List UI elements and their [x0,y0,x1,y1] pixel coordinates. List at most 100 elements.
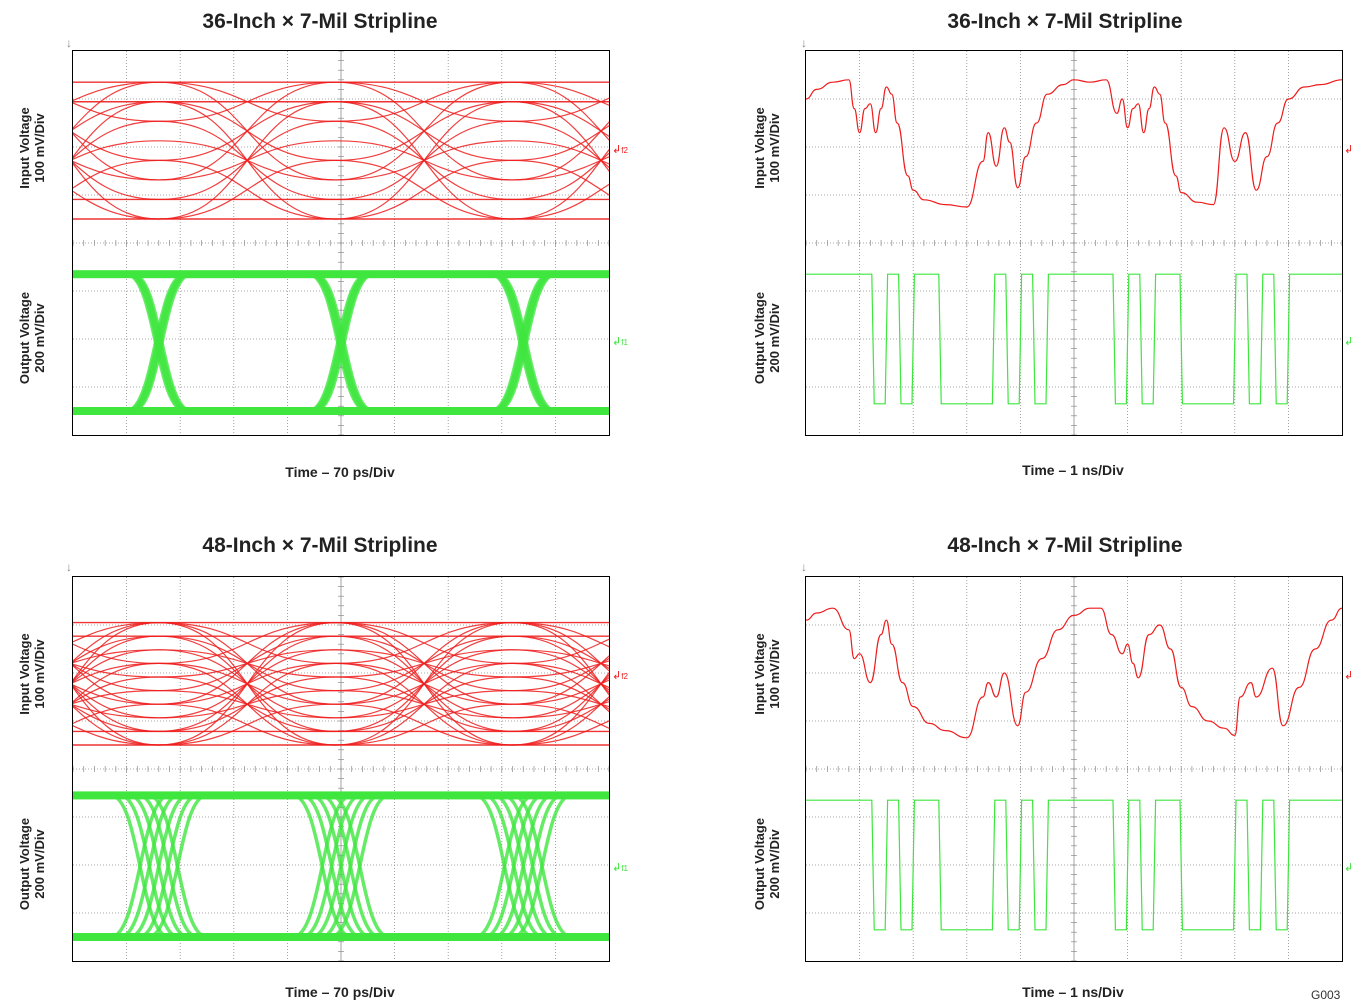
eye-trace [110,793,170,939]
marker-label: f2 [621,672,628,681]
eye-trace [73,684,159,705]
y-axis-label-line1: Output Voltage [752,291,767,385]
eye-rail-low [73,407,609,415]
channel-marker-f1: ↲f1 [612,862,628,874]
eye-trace [496,272,557,413]
trigger-marker-icon: ↓ [66,36,72,50]
eye-trace [158,101,336,220]
x-axis-label: Time – 70 ps/Div [285,984,395,1000]
eye-trace [128,793,189,939]
eye-trace [512,101,609,172]
scope-screen [72,576,610,962]
eye-trace [292,793,353,939]
eye-trace [502,793,563,939]
eye-trace [119,793,180,939]
series-output-waveform [806,799,1342,931]
x-axis-label: Time – 1 ns/Div [1022,984,1124,1000]
y-axis-label-line1: Output Voltage [752,817,767,911]
eye-trace [512,793,572,939]
channel-marker-f1: ↲ [1344,336,1351,348]
eye-trace [73,662,159,684]
y-axis-label-input: Input Voltage 100 mV/Div [17,564,47,784]
plot-area [806,577,1342,961]
y-axis-label-line1: Input Voltage [17,633,32,715]
eye-trace [73,161,159,201]
marker-label: f2 [621,146,628,155]
grid [73,51,609,435]
eye-trace [483,793,544,939]
eye-trace [73,663,159,678]
series-input-eye [73,81,609,220]
eye-trace [73,686,159,746]
waveform-trace [806,607,1342,739]
eye-trace [512,662,609,713]
eye-trace [73,635,159,682]
eye-trace [73,120,159,159]
series-input-waveform [806,607,1342,739]
eye-trace [73,101,159,158]
y-axis-label-line1: Input Voltage [752,107,767,189]
eye-trace [335,622,513,746]
eye-trace [73,705,159,732]
y-axis-label-output: Output Voltage 200 mV/Div [752,228,782,448]
y-axis-label-line1: Output Voltage [17,817,32,911]
channel-marker-f2: ↲f2 [612,144,628,156]
channel-marker-f1: ↲ [1344,862,1351,874]
eye-trace [73,649,159,683]
eye-trace [335,622,513,664]
channel-marker-f2: ↲ [1344,144,1351,156]
waveform-trace [806,799,1342,931]
eye-trace [158,81,336,122]
trigger-marker-icon: ↓ [801,36,807,50]
y-axis-label-line1: Input Voltage [17,107,32,189]
eye-trace [73,622,159,662]
trigger-marker-icon: ↓ [66,560,72,574]
eye-trace [314,272,375,413]
y-axis-label-line2: 200 mV/Div [32,829,47,899]
eye-trace [73,649,159,664]
scope-screen [805,50,1343,436]
eye-trace [138,793,199,939]
y-axis-label-line2: 100 mV/Div [767,639,782,709]
eye-trace [320,793,381,939]
y-axis-label-output: Output Voltage 200 mV/Div [17,228,47,448]
eye-trace [512,703,609,729]
y-axis-label-line2: 200 mV/Div [32,303,47,373]
eye-trace [73,132,159,161]
eye-trace [311,793,371,939]
grid [806,577,1342,961]
chart-title: 48-Inch × 7-Mil Stripline [202,534,438,557]
eye-trace [335,662,513,746]
chart-panel-48in-eye: 48-Inch × 7-Mil Stripline ↓ Input Voltag… [0,520,640,1004]
chart-panel-36in-eye: 36-Inch × 7-Mil Stripline ↓ Input Voltag… [0,0,640,500]
channel-marker-f2: ↲f2 [612,670,628,682]
series-input-waveform [806,79,1342,208]
y-axis-label-line1: Input Voltage [752,633,767,715]
waveform-trace [806,79,1342,208]
marker-label: f1 [621,864,628,873]
eye-trace [73,665,159,705]
y-axis-label-output: Output Voltage 200 mV/Div [752,754,782,974]
marker-label: f1 [621,338,628,347]
eye-trace [73,685,159,719]
x-axis-label: Time – 1 ns/Div [1022,462,1124,478]
channel-marker-f2: ↲ [1344,670,1351,682]
eye-trace [73,622,159,643]
scope-screen [805,576,1343,962]
plot-area [73,577,609,961]
chart-panel-48in-waveform: 48-Inch × 7-Mil Stripline ↓ Input Voltag… [700,520,1351,1004]
eye-rail-high [73,270,609,279]
eye-trace [335,101,513,220]
eye-trace [73,690,159,705]
eye-trace [73,140,159,160]
grid [806,51,1342,435]
eye-trace [158,81,336,181]
plot-area [806,51,1342,435]
eye-trace [73,704,159,719]
eye-trace [335,703,513,746]
eye-trace [73,705,159,746]
series-input-eye [73,621,609,746]
eye-trace [158,159,336,220]
trigger-marker-icon: ↓ [801,560,807,574]
eye-trace [73,685,159,732]
